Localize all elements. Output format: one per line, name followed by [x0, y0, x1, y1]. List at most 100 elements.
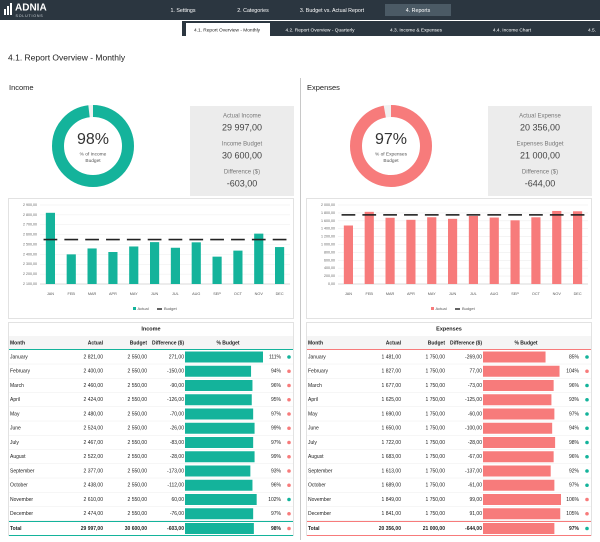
- panel-title: Income: [9, 83, 34, 92]
- cell-actual: 1 722,00: [382, 440, 402, 446]
- cell-month: April: [10, 397, 20, 403]
- x-tick-label: APR: [109, 292, 117, 296]
- kpi-value: -644,00: [525, 178, 556, 188]
- cell-budget: 1 750,00: [426, 383, 446, 389]
- cell-pct: 97%: [569, 411, 580, 417]
- cell-difference: -112,00: [167, 483, 184, 489]
- cell-month: December: [10, 511, 33, 517]
- cell-difference: -150,00: [167, 369, 184, 375]
- cell-budget: 30 600,00: [125, 526, 147, 532]
- column-header: Budget: [428, 340, 446, 346]
- cell-actual: 1 650,00: [382, 426, 402, 432]
- cell-pct: 102%: [268, 497, 281, 503]
- x-tick-label: MAY: [428, 292, 436, 296]
- x-tick-label: SEP: [511, 292, 519, 296]
- cell-difference: -70,00: [170, 411, 184, 417]
- legend-label: Actual: [138, 306, 149, 311]
- status-dot: [287, 369, 291, 374]
- legend-swatch: [133, 307, 136, 310]
- cell-pct: 96%: [271, 383, 282, 389]
- cell-difference: 60,00: [171, 497, 184, 503]
- cell-budget: 1 750,00: [426, 354, 446, 360]
- cell-difference: -67,00: [468, 454, 482, 460]
- legend-label: Budget: [462, 306, 476, 311]
- y-tick-label: 2 700,00: [23, 223, 37, 227]
- cell-budget: 1 750,00: [426, 511, 446, 517]
- kpi-label: Actual Income: [223, 114, 262, 120]
- bar: [531, 217, 541, 284]
- bar: [468, 215, 478, 284]
- y-tick-label: 2 500,00: [23, 242, 37, 246]
- status-dot: [585, 369, 589, 374]
- nav-tab[interactable]: 3. Budget vs. Actual Report: [300, 8, 365, 14]
- column-header: Difference ($): [450, 340, 482, 346]
- cell-actual: 1 690,00: [382, 411, 402, 417]
- pct-bar: [483, 451, 554, 463]
- status-dot: [287, 454, 291, 459]
- cell-actual: 1 827,00: [382, 369, 402, 375]
- cell-pct: 98%: [569, 440, 580, 446]
- cell-difference: -173,00: [167, 468, 184, 474]
- cell-month: January: [10, 354, 28, 360]
- sub-tab[interactable]: 4.3. Income & Expenses: [390, 27, 443, 33]
- cell-difference: -26,00: [170, 426, 184, 432]
- nav-tab[interactable]: 1. Settings: [170, 8, 195, 14]
- cell-actual: 1 849,00: [382, 497, 402, 503]
- sub-tab[interactable]: 4.2. Report Overview - Quarterly: [285, 27, 355, 33]
- gauge-caption: Budget: [383, 158, 399, 164]
- pct-bar: [185, 408, 254, 420]
- cell-pct: 106%: [566, 497, 579, 503]
- cell-budget: 2 550,00: [128, 440, 148, 446]
- x-tick-label: FEB: [366, 292, 374, 296]
- bar: [552, 210, 562, 284]
- pct-bar: [185, 508, 254, 520]
- cell-actual: 2 400,00: [84, 369, 104, 375]
- nav-tab[interactable]: 2. Categories: [237, 8, 269, 14]
- bar: [573, 211, 583, 284]
- cell-pct: 94%: [271, 369, 282, 375]
- sub-tab[interactable]: 4.1. Report Overview - Monthly: [194, 27, 261, 33]
- cell-budget: 2 550,00: [128, 369, 148, 375]
- column-header: Actual: [88, 340, 104, 346]
- kpi-value: 20 356,00: [520, 122, 560, 132]
- sub-tab[interactable]: 4.5.: [588, 27, 596, 33]
- cell-pct: 96%: [271, 483, 282, 489]
- cell-month: August: [10, 454, 26, 460]
- cell-budget: 2 550,00: [128, 468, 148, 474]
- cell-budget: 2 550,00: [128, 354, 148, 360]
- cell-budget: 21 000,00: [423, 526, 445, 532]
- status-dot: [585, 483, 589, 488]
- cell-month: October: [308, 483, 326, 489]
- cell-actual: 2 424,00: [84, 397, 104, 403]
- y-tick-label: 2 800,00: [23, 213, 37, 217]
- cell-budget: 2 550,00: [128, 497, 148, 503]
- x-tick-label: NOV: [553, 292, 562, 296]
- sub-tab[interactable]: 4.4. Income Chart: [493, 27, 532, 33]
- status-dot: [287, 483, 291, 488]
- nav-tab[interactable]: 4. Reports: [406, 8, 431, 14]
- table-group: Expenses: [436, 326, 462, 332]
- y-tick-label: 200,00: [324, 274, 335, 278]
- bar: [406, 219, 416, 284]
- cell-actual: 2 438,00: [84, 483, 104, 489]
- bar: [212, 256, 222, 284]
- bar: [108, 252, 118, 284]
- y-tick-label: 400,00: [324, 266, 335, 270]
- cell-actual: 1 841,00: [382, 511, 402, 517]
- status-dot: [287, 397, 291, 402]
- cell-actual: 1 677,00: [382, 383, 402, 389]
- pct-bar: [185, 380, 253, 391]
- cell-difference: -60,00: [468, 411, 482, 417]
- y-tick-label: 2 600,00: [23, 233, 37, 237]
- cell-budget: 1 750,00: [426, 411, 446, 417]
- x-tick-label: JUN: [449, 292, 457, 296]
- cell-difference: -83,00: [170, 440, 184, 446]
- cell-actual: 2 821,00: [84, 354, 104, 360]
- cell-pct: 111%: [269, 354, 282, 360]
- cell-pct: 96%: [569, 383, 580, 389]
- y-tick-label: 1 600,00: [321, 219, 335, 223]
- cell-month: February: [308, 369, 329, 375]
- status-dot: [585, 426, 589, 431]
- x-tick-label: NOV: [255, 292, 264, 296]
